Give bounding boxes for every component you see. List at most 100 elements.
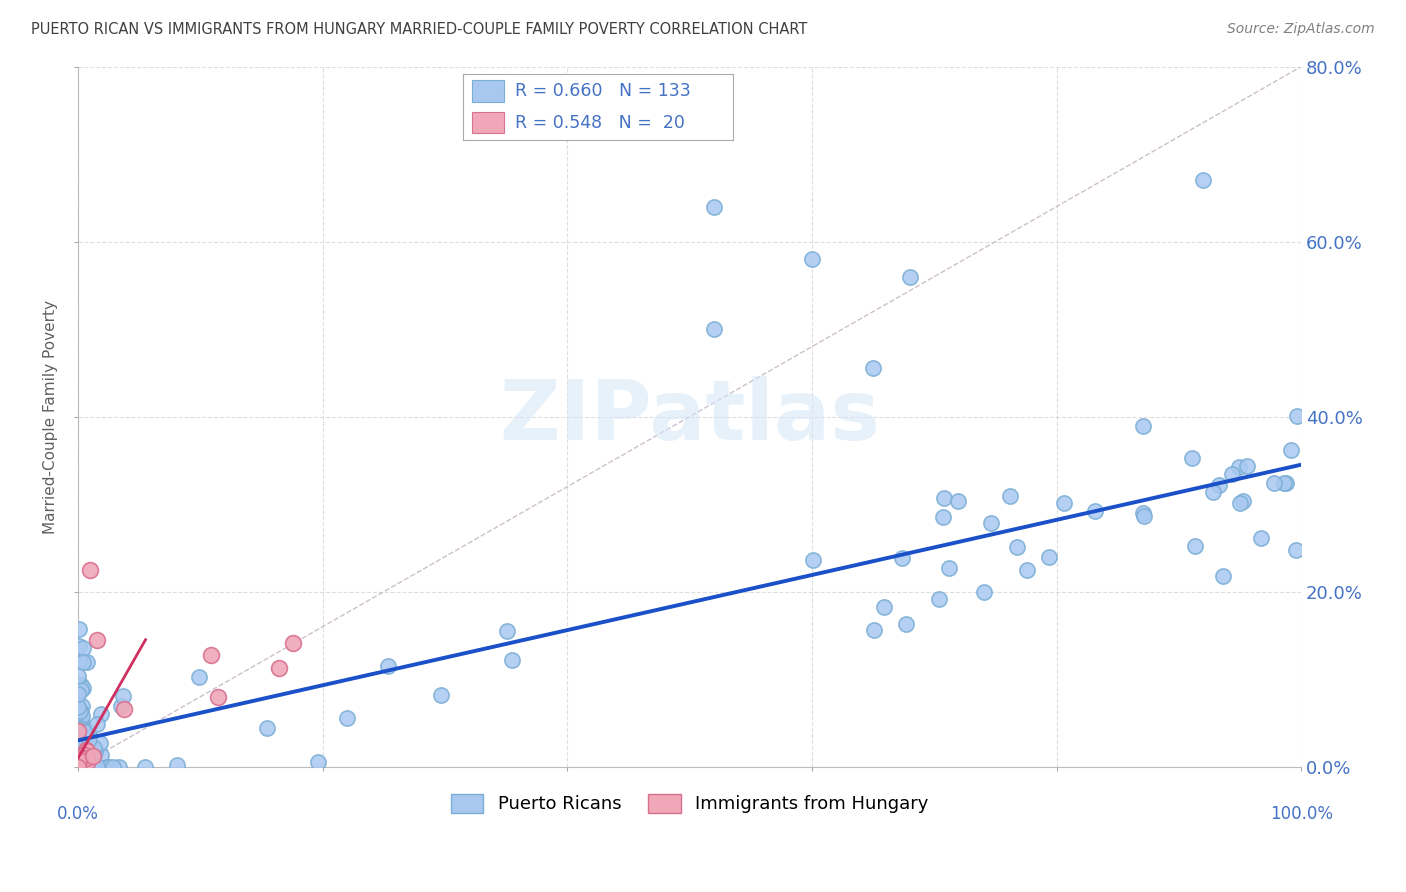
Point xyxy=(67,759,90,773)
Point xyxy=(86,632,108,647)
Point xyxy=(973,585,995,599)
Point xyxy=(703,322,725,336)
Point xyxy=(67,687,90,701)
Point xyxy=(90,706,112,721)
Point xyxy=(76,756,98,771)
Point xyxy=(1236,458,1258,473)
Point xyxy=(112,702,135,716)
Point xyxy=(1184,540,1206,554)
Point xyxy=(69,721,91,735)
Point xyxy=(70,759,93,773)
Point xyxy=(73,751,96,765)
Point xyxy=(67,700,90,714)
Point xyxy=(67,669,90,683)
Text: 100.0%: 100.0% xyxy=(1270,805,1333,823)
Point xyxy=(207,690,229,704)
Point xyxy=(873,599,896,614)
Point xyxy=(72,748,94,763)
Point xyxy=(67,736,90,750)
Point xyxy=(76,744,98,758)
Point xyxy=(1263,475,1285,490)
Point xyxy=(1275,475,1298,490)
Point xyxy=(67,724,90,739)
Point xyxy=(946,494,969,508)
Point xyxy=(75,742,97,756)
Point xyxy=(70,759,93,773)
Point xyxy=(67,719,90,733)
Point xyxy=(67,759,90,773)
Point xyxy=(75,759,97,773)
Point xyxy=(430,688,453,702)
Point xyxy=(1015,563,1038,577)
Point xyxy=(67,749,90,764)
Point xyxy=(1220,467,1243,481)
Point xyxy=(891,551,914,566)
Point xyxy=(1053,496,1076,510)
Point xyxy=(67,639,90,653)
Point xyxy=(70,759,93,773)
Point xyxy=(1232,494,1254,508)
Point xyxy=(69,678,91,692)
Point xyxy=(69,714,91,728)
Point xyxy=(67,717,90,731)
Point xyxy=(703,200,725,214)
Point xyxy=(863,623,886,637)
Point xyxy=(76,759,98,773)
Point xyxy=(801,252,824,266)
Point xyxy=(67,653,90,667)
Point xyxy=(73,759,96,773)
Point xyxy=(898,269,921,284)
Point xyxy=(89,736,111,750)
Point xyxy=(67,759,90,773)
Point xyxy=(75,743,97,757)
Point xyxy=(69,706,91,720)
Point xyxy=(501,653,523,667)
Point xyxy=(86,759,108,773)
Point xyxy=(1250,531,1272,545)
Point xyxy=(1181,451,1204,466)
Point xyxy=(980,516,1002,531)
Point xyxy=(96,759,118,773)
Point xyxy=(283,636,305,650)
Point xyxy=(267,660,290,674)
Point xyxy=(1229,496,1251,510)
Point xyxy=(67,733,90,747)
Point xyxy=(307,755,329,769)
Point xyxy=(86,759,108,773)
Point xyxy=(67,722,90,736)
Point xyxy=(998,490,1021,504)
Point xyxy=(69,716,91,731)
Point xyxy=(1038,550,1060,565)
Point xyxy=(67,723,90,738)
Point xyxy=(1227,460,1250,475)
Point xyxy=(67,737,90,751)
Point xyxy=(336,711,359,725)
Point xyxy=(72,681,94,695)
Point xyxy=(112,690,135,704)
Point xyxy=(1212,569,1234,583)
Point xyxy=(70,709,93,723)
Point xyxy=(76,759,98,773)
Point xyxy=(377,658,399,673)
Point xyxy=(69,737,91,751)
Point xyxy=(67,759,90,773)
Point xyxy=(1007,540,1029,554)
Point xyxy=(79,563,101,577)
Point xyxy=(67,723,90,738)
Point xyxy=(69,759,91,773)
Point xyxy=(134,759,156,773)
Point xyxy=(801,553,824,567)
Point xyxy=(90,747,112,762)
Point xyxy=(86,716,108,731)
Point xyxy=(928,591,950,606)
Point xyxy=(1084,504,1107,518)
Point xyxy=(1132,419,1154,434)
Point xyxy=(70,754,93,768)
Point xyxy=(76,656,98,670)
Point xyxy=(67,759,90,773)
Point xyxy=(72,640,94,655)
Point xyxy=(862,361,884,376)
Point xyxy=(1202,484,1225,499)
Point xyxy=(69,704,91,718)
Point xyxy=(1284,543,1306,558)
